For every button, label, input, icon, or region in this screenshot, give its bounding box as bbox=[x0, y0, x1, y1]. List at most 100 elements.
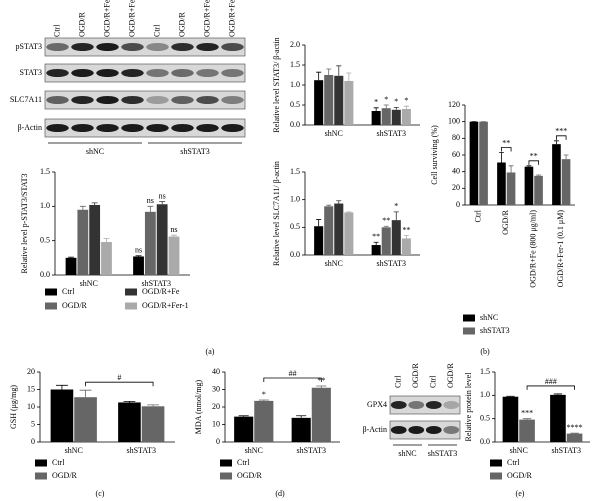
bracket-label: ## bbox=[289, 369, 297, 378]
bar bbox=[77, 209, 89, 275]
blot-band bbox=[171, 124, 194, 132]
bar bbox=[118, 402, 141, 442]
bracket-label: *** bbox=[555, 127, 567, 136]
legend-label: OGD/R bbox=[52, 471, 78, 480]
legend-swatch bbox=[45, 302, 57, 310]
error-bar bbox=[336, 200, 342, 204]
error-bar bbox=[147, 205, 154, 212]
legend-swatch bbox=[125, 302, 137, 310]
bracket-label: ** bbox=[530, 152, 538, 161]
blot-row-label: STAT3 bbox=[20, 68, 42, 77]
bar bbox=[401, 109, 411, 125]
y-tick-label: 30 bbox=[212, 384, 220, 393]
error-bar bbox=[135, 255, 142, 257]
significance-label: * bbox=[394, 97, 398, 106]
y-tick-label: 1.0 bbox=[290, 194, 300, 203]
blot-band bbox=[408, 401, 425, 409]
blot-band bbox=[96, 69, 119, 77]
bar bbox=[334, 203, 344, 255]
error-bar bbox=[373, 107, 379, 111]
y-tick-label: 1.5 bbox=[290, 60, 300, 69]
legend-label: Ctrl bbox=[52, 458, 65, 467]
bar bbox=[371, 245, 381, 255]
blot-strip bbox=[389, 420, 461, 440]
significance-label: **** bbox=[567, 423, 583, 432]
bar bbox=[50, 389, 74, 442]
x-tick-label: shSTAT3 bbox=[296, 446, 326, 455]
legend-label: shNC bbox=[480, 313, 498, 322]
y-tick-label: 2.0 bbox=[290, 40, 300, 49]
legend-label: OGD/R+Fe bbox=[142, 287, 180, 296]
blot-column-label: OGD/R bbox=[411, 362, 420, 388]
error-bar bbox=[171, 234, 177, 237]
y-tick-label: 60 bbox=[452, 150, 460, 159]
bar bbox=[324, 75, 334, 125]
error-bar bbox=[373, 241, 379, 246]
bracket bbox=[526, 385, 575, 390]
blot-group-label: shNC bbox=[398, 449, 416, 458]
error-bar bbox=[553, 393, 563, 395]
blot-band bbox=[196, 69, 219, 77]
x-tick-label: shNC bbox=[325, 129, 343, 138]
bar bbox=[334, 75, 344, 125]
y-tick-label: 1.5 bbox=[480, 367, 490, 376]
y-tick-label: 100 bbox=[448, 116, 460, 125]
error-bar bbox=[68, 256, 74, 258]
blot-band bbox=[171, 43, 194, 51]
panel-label: (c) bbox=[96, 489, 105, 498]
significance-label: * bbox=[384, 95, 388, 104]
legend-swatch bbox=[490, 472, 502, 480]
significance-label: * bbox=[404, 96, 408, 105]
bar bbox=[74, 397, 97, 442]
blot-band bbox=[425, 426, 442, 434]
blot-band bbox=[46, 69, 69, 77]
x-tick-label: shNC bbox=[325, 259, 343, 268]
error-bar bbox=[159, 201, 166, 205]
error-bar bbox=[522, 418, 532, 420]
legend-label: OGD/R bbox=[507, 471, 533, 480]
y-tick-label: 1.0 bbox=[480, 390, 490, 399]
y-tick-label: 0 bbox=[456, 200, 460, 209]
blot-band bbox=[71, 69, 94, 77]
legend-label: Ctrl bbox=[62, 287, 75, 296]
bar bbox=[552, 144, 561, 205]
panel-label: (d) bbox=[275, 489, 285, 498]
blot-band bbox=[196, 96, 219, 104]
bar bbox=[534, 175, 543, 205]
bar bbox=[344, 212, 354, 255]
error-bar bbox=[393, 107, 399, 110]
bracket bbox=[528, 160, 539, 165]
error-bar bbox=[508, 165, 514, 173]
blot-band bbox=[96, 124, 119, 132]
bar bbox=[144, 211, 156, 275]
bar bbox=[381, 227, 391, 255]
legend-swatch bbox=[463, 327, 475, 335]
error-bar bbox=[296, 415, 307, 418]
legend-label: OGD/R+Fer-1 bbox=[142, 301, 189, 310]
y-tick-label: 1.0 bbox=[290, 80, 300, 89]
blot-column-label: OGD/R+Fe bbox=[102, 0, 111, 37]
x-tick-label: shNC bbox=[245, 446, 263, 455]
blot-strip bbox=[389, 395, 461, 415]
y-tick-label: 120 bbox=[448, 100, 460, 109]
blot-row-label: β-Actin bbox=[17, 123, 42, 132]
blot-band bbox=[71, 96, 94, 104]
significance-label: * bbox=[394, 202, 398, 211]
legend-label: OGD/R bbox=[237, 471, 263, 480]
y-axis-label: MDA (nmol/mg) bbox=[194, 379, 203, 434]
y-tick-label: 0 bbox=[31, 437, 35, 446]
bar bbox=[550, 394, 566, 442]
error-bar bbox=[316, 219, 322, 227]
bar bbox=[519, 419, 535, 442]
x-tick-label: OGD/R bbox=[501, 209, 510, 235]
bar bbox=[391, 109, 401, 125]
blot-band bbox=[121, 69, 144, 77]
bar bbox=[89, 204, 101, 275]
error-bar bbox=[383, 104, 389, 109]
y-tick-label: 10 bbox=[212, 419, 220, 428]
error-bar bbox=[258, 399, 269, 401]
y-axis-label: Relative level STAT3/ β-actin bbox=[272, 37, 281, 132]
blot-band bbox=[121, 124, 144, 132]
bar bbox=[479, 121, 488, 205]
bracket bbox=[263, 377, 322, 382]
